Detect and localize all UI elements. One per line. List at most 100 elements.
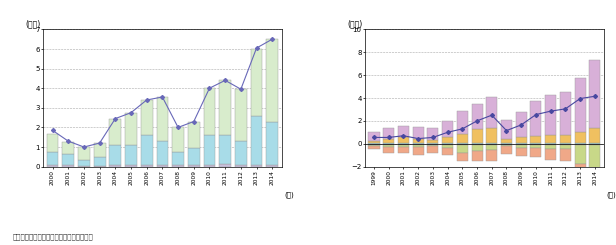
Bar [457, 153, 468, 161]
Bar [516, 145, 527, 148]
Bar [235, 165, 247, 167]
Bar [47, 134, 59, 152]
Bar [560, 149, 571, 161]
Bar [471, 144, 482, 145]
Bar [545, 149, 556, 160]
Bar [94, 166, 105, 167]
Bar [560, 135, 571, 143]
Bar [457, 134, 468, 143]
Bar [141, 135, 153, 165]
Bar [94, 157, 105, 166]
Bar [457, 145, 468, 153]
Bar [501, 139, 512, 143]
Bar [516, 144, 527, 145]
Bar [457, 111, 468, 134]
Bar [442, 137, 453, 143]
Bar [368, 146, 379, 149]
Bar [486, 98, 497, 128]
Bar [368, 143, 379, 144]
Bar [368, 141, 379, 143]
Bar [471, 104, 482, 129]
Bar [590, 145, 601, 168]
Bar [471, 129, 482, 143]
Bar [141, 165, 153, 167]
Bar [110, 165, 121, 167]
Bar [486, 128, 497, 143]
Bar [383, 147, 394, 153]
Bar [530, 145, 541, 148]
Text: (年): (年) [284, 191, 294, 198]
Bar [203, 88, 216, 135]
Bar [62, 142, 74, 154]
Bar [575, 164, 586, 177]
Bar [413, 146, 424, 147]
Bar [156, 165, 168, 167]
Bar [590, 168, 601, 182]
Bar [428, 146, 439, 153]
Bar [203, 135, 216, 165]
Bar [383, 128, 394, 139]
Bar [413, 147, 424, 155]
Bar [398, 146, 409, 147]
Bar [383, 139, 394, 143]
Bar [398, 144, 409, 146]
Bar [156, 97, 168, 141]
Bar [62, 154, 74, 165]
Bar [530, 143, 541, 144]
Bar [501, 120, 512, 139]
Bar [141, 100, 153, 135]
Bar [219, 164, 231, 167]
Bar [486, 150, 497, 161]
Bar [94, 143, 105, 157]
Bar [428, 145, 439, 146]
Bar [501, 146, 512, 154]
Bar [590, 128, 601, 143]
Bar [575, 144, 586, 145]
Bar [590, 143, 601, 144]
Bar [125, 165, 137, 167]
Bar [428, 128, 439, 140]
Bar [471, 151, 482, 161]
Bar [110, 119, 121, 145]
Bar [266, 39, 278, 122]
Bar [575, 132, 586, 143]
Text: 資料：財務省「国際収支状況」から作成。: 資料：財務省「国際収支状況」から作成。 [12, 233, 93, 240]
Bar [47, 165, 59, 167]
Bar [560, 92, 571, 135]
Bar [560, 145, 571, 149]
Bar [125, 113, 137, 145]
Bar [251, 116, 262, 165]
Bar [188, 165, 200, 167]
Bar [486, 146, 497, 150]
Bar [172, 152, 184, 165]
Bar [188, 122, 200, 148]
Bar [486, 143, 497, 144]
Bar [188, 148, 200, 165]
Bar [590, 144, 601, 145]
Bar [575, 78, 586, 132]
Bar [110, 145, 121, 165]
Bar [413, 144, 424, 146]
Bar [545, 135, 556, 143]
Bar [383, 144, 394, 146]
Bar [530, 101, 541, 136]
Bar [78, 160, 90, 166]
Bar [530, 148, 541, 158]
Bar [125, 145, 137, 165]
Bar [413, 139, 424, 143]
Bar [560, 143, 571, 144]
Bar [219, 80, 231, 135]
Bar [266, 122, 278, 165]
Bar [516, 112, 527, 137]
Bar [368, 145, 379, 146]
Bar [413, 127, 424, 139]
Bar [172, 127, 184, 152]
Bar [516, 143, 527, 144]
Bar [398, 147, 409, 153]
Bar [575, 145, 586, 164]
Bar [398, 137, 409, 143]
Bar [516, 137, 527, 143]
Bar [545, 95, 556, 135]
Bar [530, 136, 541, 143]
Bar [501, 145, 512, 146]
